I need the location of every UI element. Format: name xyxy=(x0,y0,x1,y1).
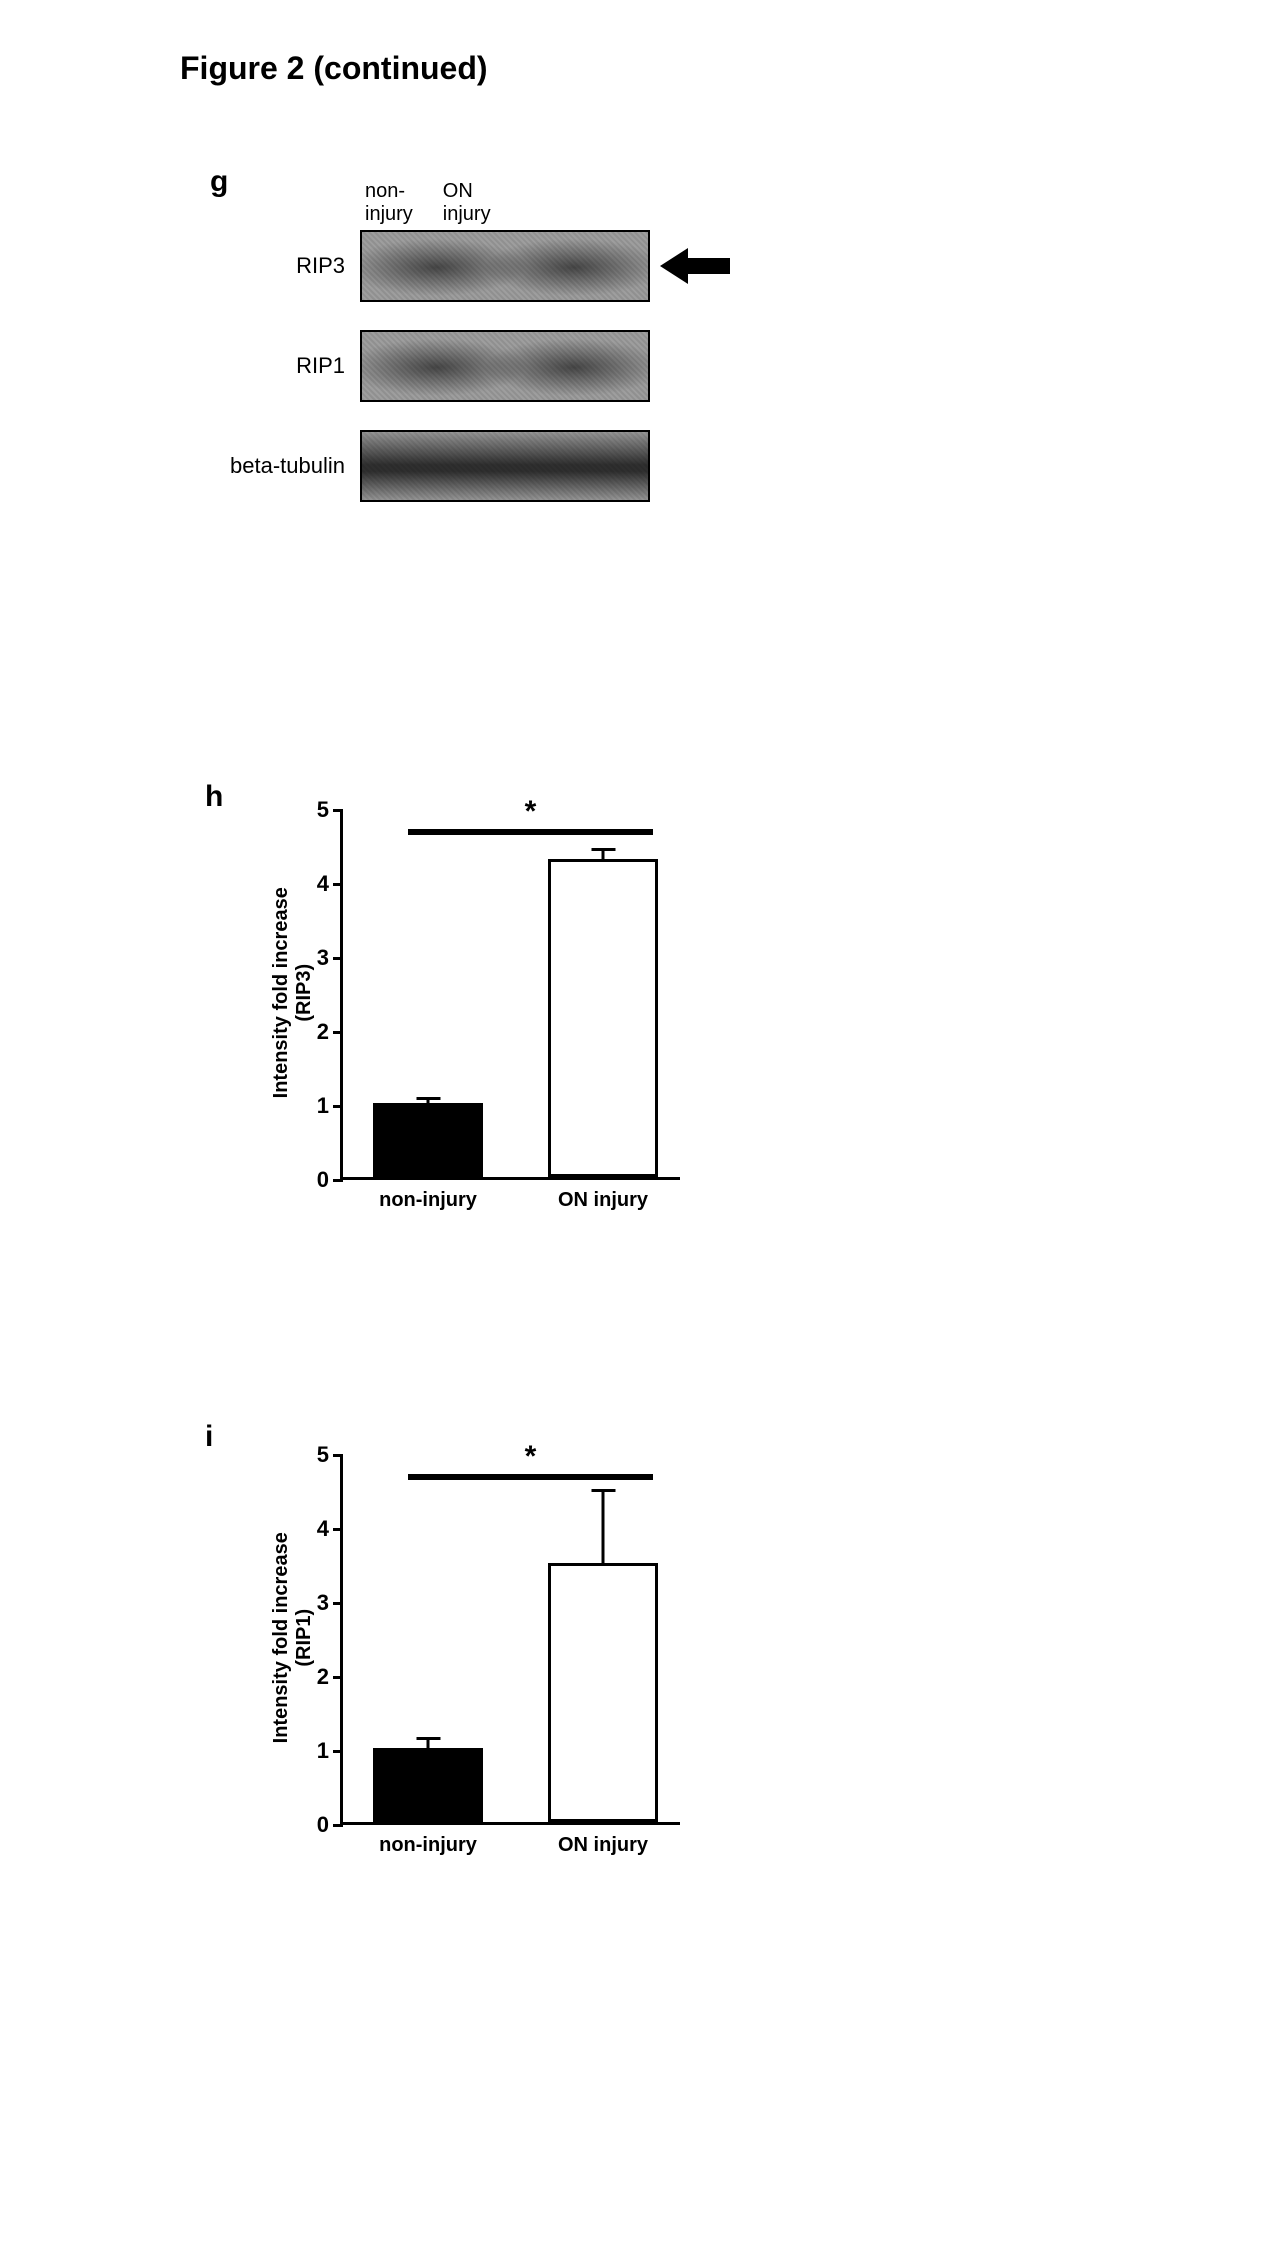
y-tick-label: 5 xyxy=(317,797,329,823)
bar-fill xyxy=(548,859,658,1177)
wb-label-rip1: RIP1 xyxy=(210,353,345,379)
significance-star: * xyxy=(525,795,537,829)
panel-i-letter: i xyxy=(205,1420,213,1454)
bar xyxy=(373,1748,483,1822)
significance-bar xyxy=(408,1474,653,1480)
wb-row-rip3: RIP3 xyxy=(210,230,650,302)
x-tick-label: non-injury xyxy=(379,1189,477,1212)
wb-header-oninjury: ON injury xyxy=(443,180,491,226)
panel-g-letter: g xyxy=(210,165,228,199)
y-tick xyxy=(333,1528,343,1531)
significance-bar xyxy=(408,829,653,835)
arrow-icon xyxy=(660,246,730,286)
error-cap xyxy=(416,1737,440,1740)
y-axis-label-line2: (RIP3) xyxy=(293,836,316,1151)
y-tick-label: 0 xyxy=(317,1167,329,1193)
bar-fill xyxy=(548,1563,658,1822)
x-tick-label: ON injury xyxy=(558,1834,648,1857)
plot-area: 012345non-injuryON injury* xyxy=(340,810,680,1180)
panel-h-letter: h xyxy=(205,780,223,814)
bar-fill xyxy=(373,1748,483,1822)
error-bar xyxy=(602,848,605,859)
chart-rip3: 012345non-injuryON injury* Intensity fold… xyxy=(260,810,720,1240)
y-tick xyxy=(333,1602,343,1605)
wb-label-tubulin: beta-tubulin xyxy=(210,453,345,479)
y-tick xyxy=(333,809,343,812)
y-axis-label: Intensity fold increase(RIP1) xyxy=(270,1481,316,1796)
wb-row-rip1: RIP1 xyxy=(210,330,650,402)
y-axis-label-line1: Intensity fold increase xyxy=(270,1481,293,1796)
y-tick xyxy=(333,1031,343,1034)
y-tick xyxy=(333,883,343,886)
bar xyxy=(548,1563,658,1822)
y-tick-label: 0 xyxy=(317,1812,329,1838)
y-tick xyxy=(333,1454,343,1457)
bar-fill xyxy=(373,1103,483,1177)
error-bar xyxy=(427,1097,430,1103)
error-bar xyxy=(602,1489,605,1563)
wb-row-tubulin: beta-tubulin xyxy=(210,430,650,502)
figure-title: Figure 2 (continued) xyxy=(180,50,488,87)
x-tick-label: non-injury xyxy=(379,1834,477,1857)
wb-column-headers: non-injury ON injury xyxy=(365,180,491,226)
chart-rip1: 012345non-injuryON injury* Intensity fold… xyxy=(260,1455,720,1885)
bar xyxy=(548,859,658,1177)
x-tick-label: ON injury xyxy=(558,1189,648,1212)
y-tick xyxy=(333,957,343,960)
significance-star: * xyxy=(525,1440,537,1474)
wb-label-rip3: RIP3 xyxy=(210,253,345,279)
y-axis-label-line1: Intensity fold increase xyxy=(270,836,293,1151)
y-tick-label: 2 xyxy=(317,1664,329,1690)
error-cap xyxy=(591,848,615,851)
error-bar xyxy=(427,1737,430,1748)
wb-bands-tubulin xyxy=(360,430,650,502)
y-tick-label: 3 xyxy=(317,945,329,971)
y-tick xyxy=(333,1676,343,1679)
y-axis-label-line2: (RIP1) xyxy=(293,1481,316,1796)
plot-area: 012345non-injuryON injury* xyxy=(340,1455,680,1825)
y-tick-label: 1 xyxy=(317,1738,329,1764)
y-tick-label: 3 xyxy=(317,1590,329,1616)
y-tick-label: 4 xyxy=(317,1516,329,1542)
wb-header-noninjury: non-injury xyxy=(365,180,413,226)
error-cap xyxy=(591,1489,615,1492)
bar xyxy=(373,1103,483,1177)
y-tick-label: 2 xyxy=(317,1019,329,1045)
wb-bands-rip3 xyxy=(360,230,650,302)
wb-bands-rip1 xyxy=(360,330,650,402)
y-tick xyxy=(333,1179,343,1182)
y-tick-label: 1 xyxy=(317,1093,329,1119)
y-tick xyxy=(333,1824,343,1827)
y-tick xyxy=(333,1105,343,1108)
y-tick-label: 4 xyxy=(317,871,329,897)
error-cap xyxy=(416,1097,440,1100)
y-tick-label: 5 xyxy=(317,1442,329,1468)
y-tick xyxy=(333,1750,343,1753)
y-axis-label: Intensity fold increase(RIP3) xyxy=(270,836,316,1151)
